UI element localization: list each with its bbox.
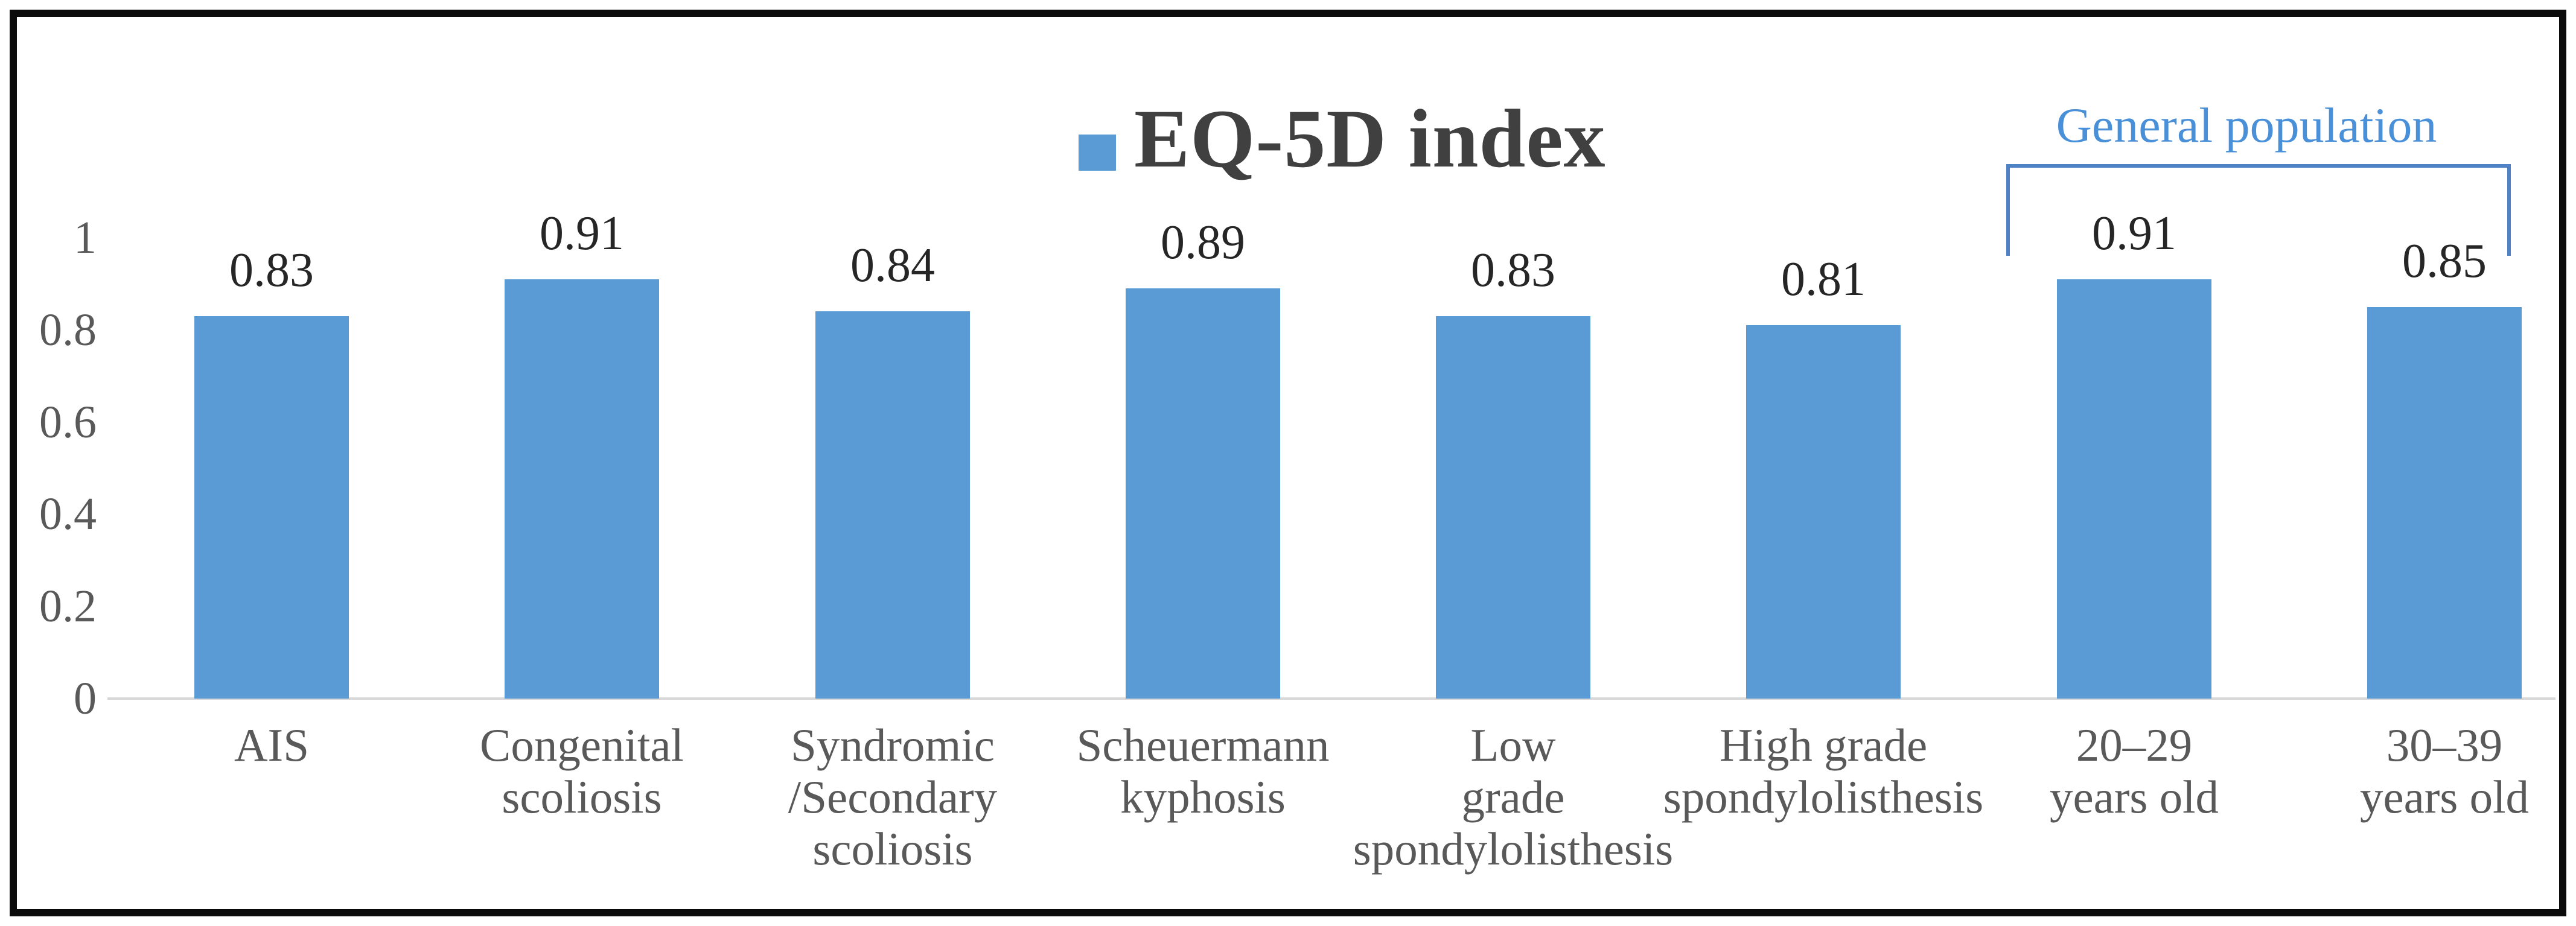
x-axis-category-label: 30–39 years old [2359,719,2530,823]
x-axis-line [107,697,2555,700]
y-axis-tick-label: 0.8 [39,305,97,355]
bar-value-label: 0.83 [229,244,314,297]
x-axis-category-label: Scheuermann kyphosis [1076,719,1330,823]
bar [1746,325,1901,699]
bar-value-label: 0.81 [1781,253,1866,306]
chart-title: EQ-5D index [1134,92,1606,185]
bar [2057,279,2211,699]
general-population-label: General population [2056,98,2437,153]
bar-value-label: 0.84 [850,239,935,292]
bracket-left-tick [2006,164,2010,256]
x-axis-category-label: 20–29 years old [2049,719,2219,823]
bar-value-label: 0.91 [2092,207,2176,260]
x-axis-category-label: Syndromic /Secondary scoliosis [788,719,998,875]
bar-value-label: 0.91 [540,207,624,260]
bar-value-label: 0.85 [2402,235,2487,288]
y-axis-tick-label: 0.6 [39,397,97,448]
x-axis-category-label: AIS [234,719,310,771]
y-axis-tick-label: 1 [74,212,97,263]
bar [1436,316,1590,699]
x-axis-category-label: Low grade spondylolisthesis [1353,719,1674,875]
bar [194,316,349,699]
bar [1126,288,1280,699]
y-axis-tick-label: 0.4 [39,489,97,539]
chart-legend: EQ-5D index [1079,90,1606,187]
bracket-right-tick [2507,164,2511,256]
bracket-horizontal-line [2006,164,2511,168]
bar-value-label: 0.83 [1471,244,1555,297]
y-axis-tick-label: 0 [74,673,97,724]
x-axis-category-label: High grade spondylolisthesis [1663,719,1984,823]
bar [2367,307,2522,699]
y-axis-tick-label: 0.2 [39,581,97,632]
x-axis-category-label: Congenital scoliosis [480,719,684,823]
bar [815,311,970,699]
bar-value-label: 0.89 [1161,216,1245,269]
bar [505,279,659,699]
legend-swatch-icon [1079,135,1116,171]
